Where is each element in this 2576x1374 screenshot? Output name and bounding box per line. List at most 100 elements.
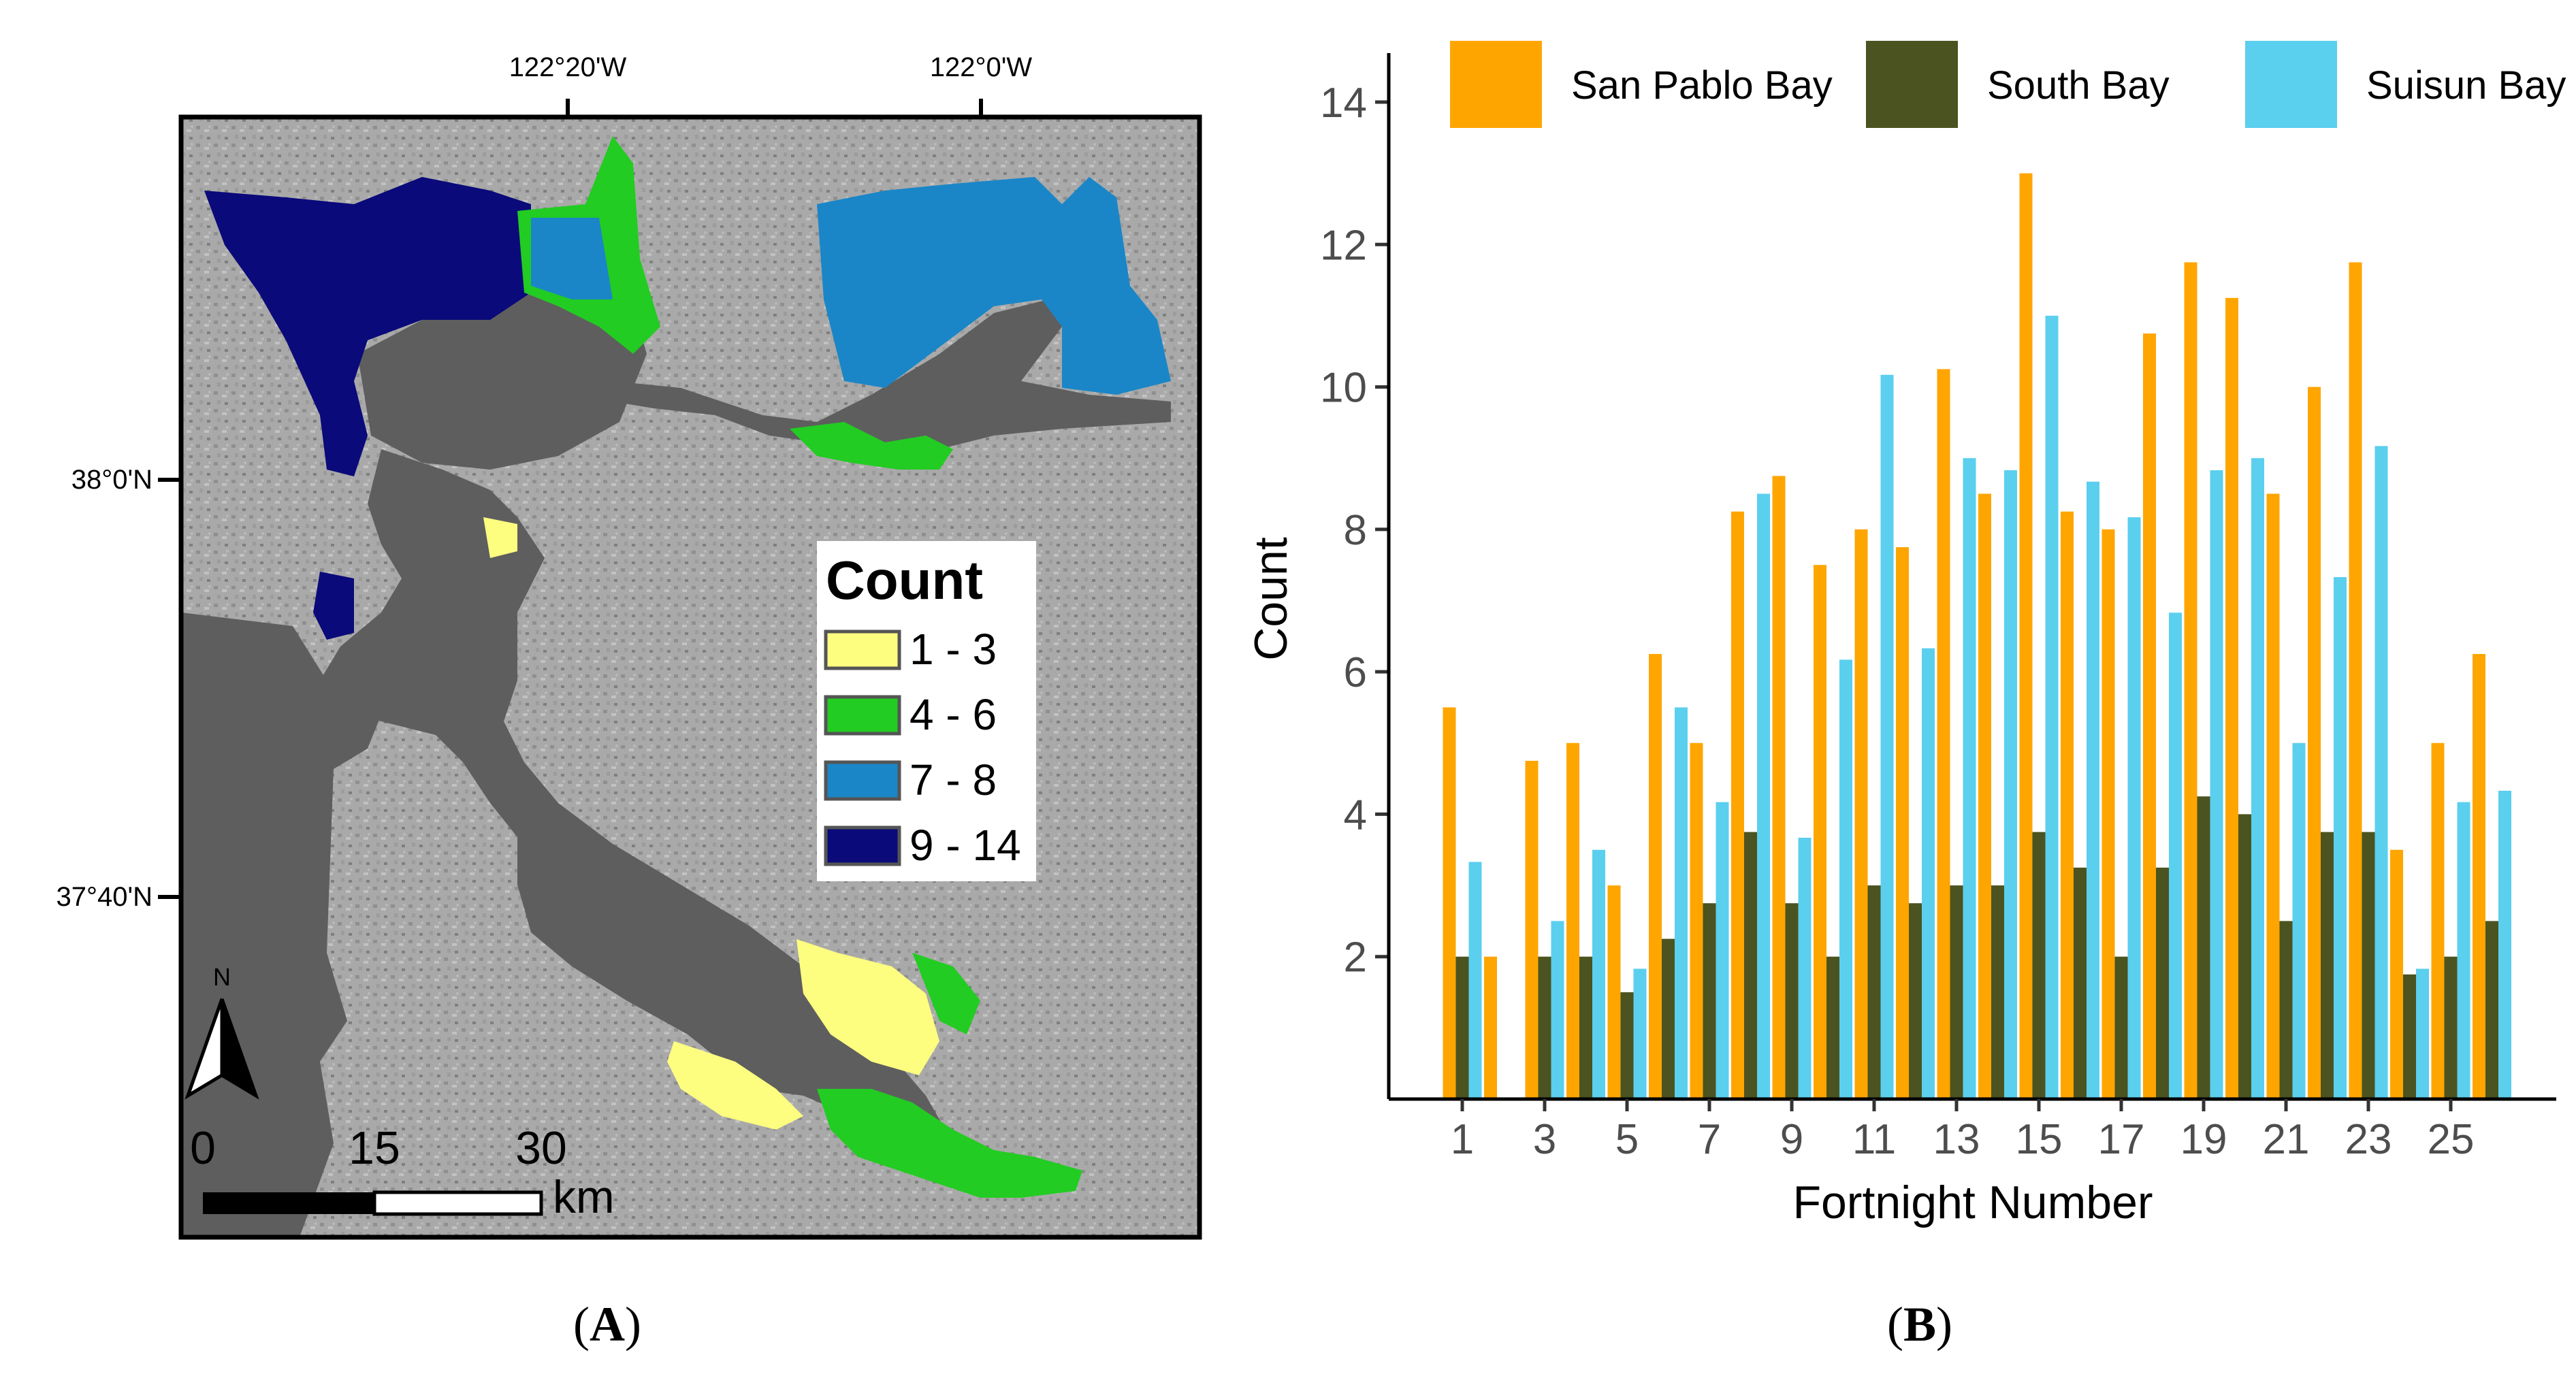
bar-south-bay-6 [1662, 938, 1675, 1099]
scale-unit: km [553, 1171, 615, 1223]
legend-label-south-bay: South Bay [1987, 63, 2170, 108]
x-tick-label: 3 [1533, 1116, 1556, 1163]
x-tick-label: 9 [1780, 1116, 1803, 1163]
count-4-6-area-south [817, 1089, 1082, 1198]
bar-south-bay-9 [1785, 903, 1799, 1099]
bar-san-pablo-bay-4 [1566, 742, 1579, 1099]
x-tick-label: 15 [2016, 1116, 2063, 1163]
bar-suisun-bay-14 [2004, 470, 2017, 1099]
bar-south-bay-13 [1950, 885, 1963, 1099]
bar-south-bay-26 [2485, 921, 2498, 1099]
bar-suisun-bay-23 [2374, 446, 2388, 1099]
bar-south-bay-8 [1744, 832, 1757, 1099]
y-tick-label: 6 [1344, 649, 1367, 696]
north-arrow-icon: N [184, 963, 259, 1100]
san-pablo-bay-water [357, 272, 647, 470]
bar-south-bay-7 [1703, 903, 1716, 1099]
legend-label-4-6: 4 - 6 [909, 690, 997, 739]
bar-south-bay-16 [2074, 867, 2087, 1099]
left-tick-label-1: 38°0'N [71, 465, 152, 495]
bar-suisun-bay-17 [2127, 517, 2141, 1099]
bar-suisun-bay-24 [2416, 968, 2429, 1099]
bar-south-bay-15 [2032, 832, 2046, 1099]
map-frame [178, 114, 1202, 1240]
bar-suisun-bay-9 [1798, 837, 1812, 1099]
bar-san-pablo-bay-20 [2225, 297, 2238, 1100]
panel-a-letter: A [590, 1297, 625, 1352]
bar-san-pablo-bay-18 [2143, 333, 2156, 1099]
bar-suisun-bay-15 [2045, 315, 2059, 1099]
scale-bar: 0 15 30 km [190, 1122, 615, 1223]
bar-south-bay-23 [2362, 832, 2375, 1099]
y-tick-label: 2 [1344, 934, 1367, 981]
bar-suisun-bay-8 [1757, 493, 1770, 1099]
bar-south-bay-5 [1620, 992, 1634, 1099]
bar-san-pablo-bay-21 [2266, 493, 2280, 1099]
x-tick-label: 21 [2263, 1116, 2310, 1163]
y-tick-label: 14 [1320, 80, 1367, 127]
bar-south-bay-25 [2444, 956, 2458, 1099]
x-tick-label: 19 [2180, 1116, 2227, 1163]
y-tick-label: 8 [1344, 507, 1367, 554]
bar-suisun-bay-7 [1716, 802, 1729, 1099]
legend-key-south-bay [1866, 41, 1958, 128]
bar-san-pablo-bay-1 [1443, 707, 1456, 1099]
bar-suisun-bay-11 [1880, 374, 1894, 1099]
bar-suisun-bay-3 [1551, 921, 1564, 1099]
x-tick-label: 23 [2345, 1116, 2392, 1163]
bar-san-pablo-bay-23 [2349, 262, 2362, 1100]
central-south-bay-water [320, 449, 953, 1171]
bar-san-pablo-bay-9 [1772, 476, 1786, 1099]
bar-san-pablo-bay-22 [2308, 387, 2321, 1099]
bar-south-bay-10 [1826, 956, 1839, 1099]
bar-suisun-bay-13 [1963, 458, 1976, 1099]
bar-san-pablo-bay-24 [2390, 849, 2403, 1099]
x-tick-label: 5 [1615, 1116, 1639, 1163]
bar-san-pablo-bay-17 [2102, 529, 2115, 1099]
legend-label-9-14: 9 - 14 [909, 821, 1021, 870]
bar-san-pablo-bay-10 [1814, 565, 1826, 1099]
suisun-bay-water [613, 299, 1171, 449]
panel-b-letter: B [1903, 1297, 1936, 1352]
bar-san-pablo-bay-19 [2184, 262, 2197, 1100]
x-tick-label: 7 [1698, 1116, 1721, 1163]
top-tick-label-2: 122°0'W [930, 52, 1033, 82]
bar-south-bay-21 [2279, 921, 2293, 1099]
bar-san-pablo-bay-12 [1896, 547, 1909, 1099]
bar-suisun-bay-20 [2251, 458, 2264, 1099]
y-tick-label: 12 [1320, 222, 1367, 269]
bar-suisun-bay-21 [2292, 742, 2306, 1099]
bar-san-pablo-bay-14 [1978, 493, 1991, 1099]
y-tick-label: 10 [1320, 365, 1367, 412]
x-tick-label: 13 [1933, 1116, 1980, 1163]
x-tick-label: 25 [2428, 1116, 2475, 1163]
scale-label-15: 15 [349, 1122, 400, 1174]
legend-swatch-4-6 [824, 695, 901, 736]
bar-san-pablo-bay-7 [1690, 742, 1703, 1099]
legend-swatch-9-14 [824, 825, 901, 866]
legend-swatch-1-3 [824, 629, 901, 670]
bar-suisun-bay-4 [1592, 849, 1605, 1099]
legend-swatch-7-8 [824, 760, 901, 801]
legend-key-suisun-bay [2245, 41, 2337, 128]
chart-legend: San Pablo Bay South Bay Suisun Bay [1450, 41, 2566, 128]
bar-south-bay-14 [1991, 885, 2004, 1099]
left-tick-label-2: 37°40'N [56, 882, 152, 912]
count-1-3-area-south-west [667, 1041, 803, 1130]
bar-san-pablo-bay-15 [2019, 173, 2033, 1100]
x-tick-label: 11 [1852, 1116, 1896, 1163]
bar-san-pablo-bay-16 [2061, 511, 2074, 1099]
legend-label-san-pablo-bay: San Pablo Bay [1571, 63, 1833, 108]
count-1-3-area-east [483, 517, 517, 558]
panel-a-label: (A) [573, 1297, 641, 1352]
bar-san-pablo-bay-6 [1649, 653, 1662, 1099]
bar-south-bay-24 [2403, 974, 2416, 1099]
panel-b-label: (B) [1887, 1297, 1952, 1352]
bar-san-pablo-bay-5 [1607, 885, 1621, 1099]
bar-san-pablo-bay-26 [2473, 653, 2485, 1099]
bar-south-bay-3 [1538, 956, 1551, 1099]
bar-suisun-bay-26 [2498, 790, 2511, 1099]
bar-san-pablo-bay-3 [1525, 760, 1539, 1099]
bar-suisun-bay-18 [2169, 612, 2182, 1099]
